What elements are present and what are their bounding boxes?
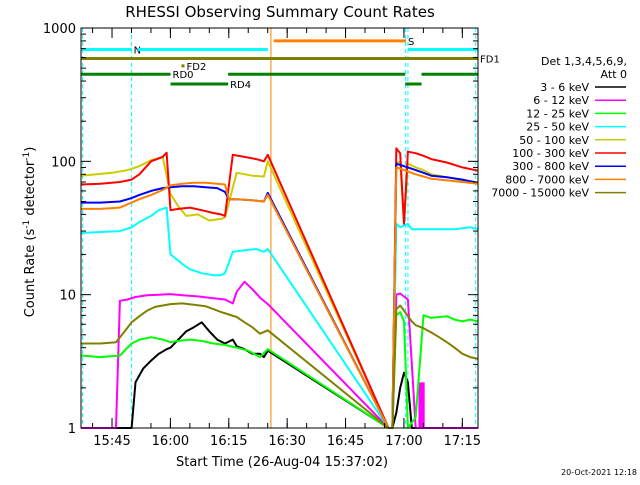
axes-layer xyxy=(80,27,479,429)
series-line-5 xyxy=(80,147,479,429)
legend-header-line2: Att 0 xyxy=(601,68,627,81)
x-tick-label-3: 16:30 xyxy=(268,434,305,449)
y-tick-label-1: 10 xyxy=(59,289,76,304)
ticks-layer: 1 10 100 1000 15:45 16:00 16:15 16:30 16:45 17:00… xyxy=(43,22,481,449)
y-axis-label: Count Rate (s-1 detector-1) xyxy=(22,147,38,318)
plot-frame xyxy=(80,27,479,429)
x-tick-label-6: 17:15 xyxy=(444,434,481,449)
x-tick-label-1: 16:00 xyxy=(152,434,189,449)
x-axis-label: Start Time (26-Aug-04 15:37:02) xyxy=(176,455,388,470)
x-tick-label-4: 16:45 xyxy=(327,434,364,449)
series-line-0 xyxy=(81,321,478,429)
legend-header-line1: Det 1,3,4,5,6,9, xyxy=(541,55,627,68)
series-line-7 xyxy=(81,166,479,429)
legend-label-8: 7000 - 15000 keV xyxy=(491,187,589,200)
annotation-label-0: N xyxy=(134,45,141,56)
legend-label-7: 800 - 7000 keV xyxy=(505,173,589,186)
y-tick-label-0: 1 xyxy=(68,422,76,437)
series-line-2 xyxy=(80,311,479,429)
legend-label-2: 12 - 25 keV xyxy=(526,107,589,120)
annotation-label-6: RD0 xyxy=(173,70,194,81)
legend-label-0: 3 - 6 keV xyxy=(540,81,589,94)
annotation-label-4: FD1 xyxy=(480,55,500,66)
y-axis-label-main: Count Rate (s xyxy=(23,229,38,318)
y-axis-label-mid: detector xyxy=(23,160,38,220)
legend-label-4: 50 - 100 keV xyxy=(519,134,589,147)
y-tick-label-3: 1000 xyxy=(43,22,76,37)
gap-spike-block xyxy=(418,382,425,428)
render-timestamp: 20-Oct-2021 12:18 xyxy=(561,468,637,477)
x-tick-label-0: 15:45 xyxy=(93,434,130,449)
legend-label-5: 100 - 300 keV xyxy=(512,147,589,160)
x-tick-label-2: 16:15 xyxy=(210,434,247,449)
chart-title: RHESSI Observing Summary Count Rates xyxy=(125,3,435,21)
annotation-label-3: S xyxy=(408,37,414,48)
series-line-4 xyxy=(80,155,479,429)
y-axis-label-end: ) xyxy=(23,147,38,152)
y-tick-label-2: 100 xyxy=(51,155,76,170)
x-tick-label-5: 17:00 xyxy=(385,434,422,449)
legend-label-3: 25 - 50 keV xyxy=(526,121,589,134)
legend-label-6: 300 - 800 keV xyxy=(512,160,589,173)
y-axis-label-sup2: -1 xyxy=(22,152,32,161)
y-axis-label-sup1: -1 xyxy=(22,220,32,229)
series-line-8 xyxy=(81,302,479,429)
annotation-label-9: RD4 xyxy=(230,80,251,91)
plot-data-layer xyxy=(80,28,479,429)
series-line-3 xyxy=(80,206,479,429)
annotation-label-5: FD2 xyxy=(187,62,207,73)
legend-label-1: 6 - 12 keV xyxy=(533,94,589,107)
